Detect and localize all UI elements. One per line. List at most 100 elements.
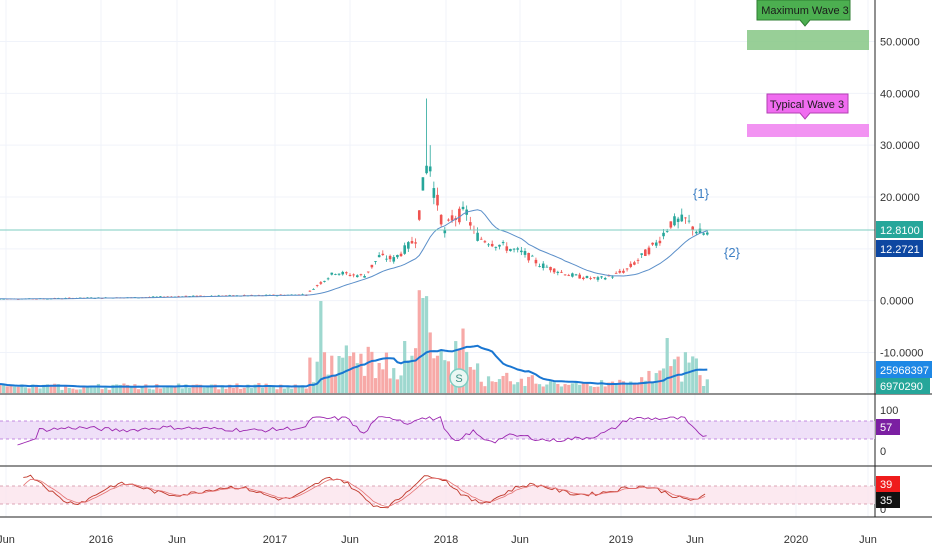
- volume-bar: [122, 383, 126, 393]
- volume-bar: [0, 384, 2, 393]
- volume-bar: [38, 388, 42, 393]
- rsi-value: 57: [880, 422, 892, 434]
- stoch-k-tag: 39: [876, 476, 900, 492]
- volume-bar: [468, 367, 472, 393]
- candle-body: [541, 263, 545, 269]
- candle-body: [669, 221, 673, 228]
- candle-body: [341, 271, 345, 275]
- volume-bar: [603, 386, 607, 393]
- time-tick-label: Jun: [686, 534, 704, 546]
- volume-bar: [118, 384, 122, 393]
- candle-body: [199, 295, 202, 297]
- candle-body: [323, 280, 326, 282]
- price-moving-average: [0, 209, 708, 300]
- candle-body: [326, 278, 330, 280]
- volume-bar: [359, 353, 363, 393]
- volume-bar: [249, 388, 254, 393]
- stoch-d-tag: 35: [876, 492, 900, 508]
- candle-body: [622, 270, 625, 273]
- volume-bar: [330, 355, 334, 393]
- maximum-wave-label: Maximum Wave 3: [761, 5, 849, 17]
- volume-bar: [527, 376, 531, 393]
- candle-body: [487, 244, 490, 246]
- volume-bar: [530, 375, 534, 393]
- volume-bar: [607, 382, 611, 393]
- volume-bar: [195, 384, 199, 393]
- volume-bar: [472, 369, 476, 393]
- time-tick-label: 2018: [434, 534, 458, 546]
- typical-wave-callout[interactable]: Typical Wave 3: [766, 93, 849, 120]
- volume-bar: [82, 385, 86, 393]
- volume-bar: [71, 388, 75, 393]
- volume-bar: [115, 384, 119, 393]
- volume-bar: [632, 383, 636, 393]
- volume-bar: [556, 383, 560, 393]
- volume-bar: [301, 385, 305, 393]
- volume-bar: [395, 379, 399, 393]
- time-tick-label: 2019: [609, 534, 633, 546]
- candle-body: [523, 251, 527, 255]
- volume-bar: [322, 352, 327, 393]
- volume-bar: [187, 387, 192, 393]
- volume-bar: [545, 384, 549, 393]
- volume-bar: [264, 383, 268, 393]
- volume-bar: [257, 383, 261, 393]
- volume-bar: [246, 384, 250, 393]
- volume-bar: [85, 387, 90, 393]
- maximum-wave-zone: [747, 30, 869, 50]
- volume-bar: [315, 361, 319, 393]
- volume-bar: [680, 381, 684, 393]
- volume-bar: [213, 384, 217, 393]
- volume-bar: [133, 384, 137, 393]
- volume-bar: [454, 341, 458, 393]
- maximum-wave-callout[interactable]: Maximum Wave 3: [756, 0, 851, 27]
- volume-bar: [253, 384, 257, 393]
- volume-bar: [2, 384, 6, 393]
- volume-bar: [414, 348, 418, 393]
- candle-body: [483, 241, 487, 243]
- volume-bar: [654, 373, 658, 393]
- candle-body: [592, 277, 596, 279]
- volume-bar: [20, 384, 24, 393]
- volume-bar: [60, 389, 64, 393]
- candle-body: [315, 285, 319, 286]
- candle-body: [618, 270, 622, 273]
- time-axis: Jun 2016 Jun 2017 Jun 2018 Jun 2019 Jun 2020 Jun: [0, 534, 877, 546]
- volume-bar: [694, 358, 698, 393]
- candle-body: [432, 188, 436, 198]
- candle-body: [684, 217, 687, 219]
- candle-body: [603, 278, 607, 280]
- time-tick-label: 2020: [784, 534, 808, 546]
- candle-body: [644, 249, 647, 256]
- volume-bar: [9, 385, 13, 393]
- volume-bar: [610, 381, 615, 393]
- volume-bar: [23, 387, 28, 393]
- volume-bar: [27, 388, 31, 393]
- time-tick-label: Jun: [168, 534, 186, 546]
- last-price-value: 12.8100: [880, 225, 920, 237]
- candle-body: [388, 255, 392, 260]
- volume-bar: [177, 383, 181, 393]
- price-tick-label: 40.0000: [880, 88, 920, 100]
- candle-body: [600, 276, 603, 278]
- candle-body: [567, 275, 571, 277]
- candle-body: [476, 232, 479, 241]
- volume-bar: [490, 381, 494, 393]
- candle-body: [640, 253, 643, 255]
- volume-bar: [640, 377, 644, 393]
- candle-body: [498, 244, 501, 247]
- candle-body: [425, 165, 428, 174]
- volume-bar: [326, 374, 330, 393]
- grid-lines: [0, 0, 875, 517]
- volume-bar: [136, 389, 141, 393]
- volume-bar: [636, 383, 640, 393]
- candle-body: [629, 263, 633, 267]
- volume-bar: [534, 383, 538, 393]
- split-marker[interactable]: S: [449, 368, 469, 388]
- candle-body: [479, 238, 483, 240]
- volume-bar: [373, 378, 378, 393]
- volume-bar: [417, 290, 421, 393]
- candle-body: [665, 231, 669, 232]
- volume-bar: [12, 386, 17, 393]
- candle-body: [461, 206, 465, 210]
